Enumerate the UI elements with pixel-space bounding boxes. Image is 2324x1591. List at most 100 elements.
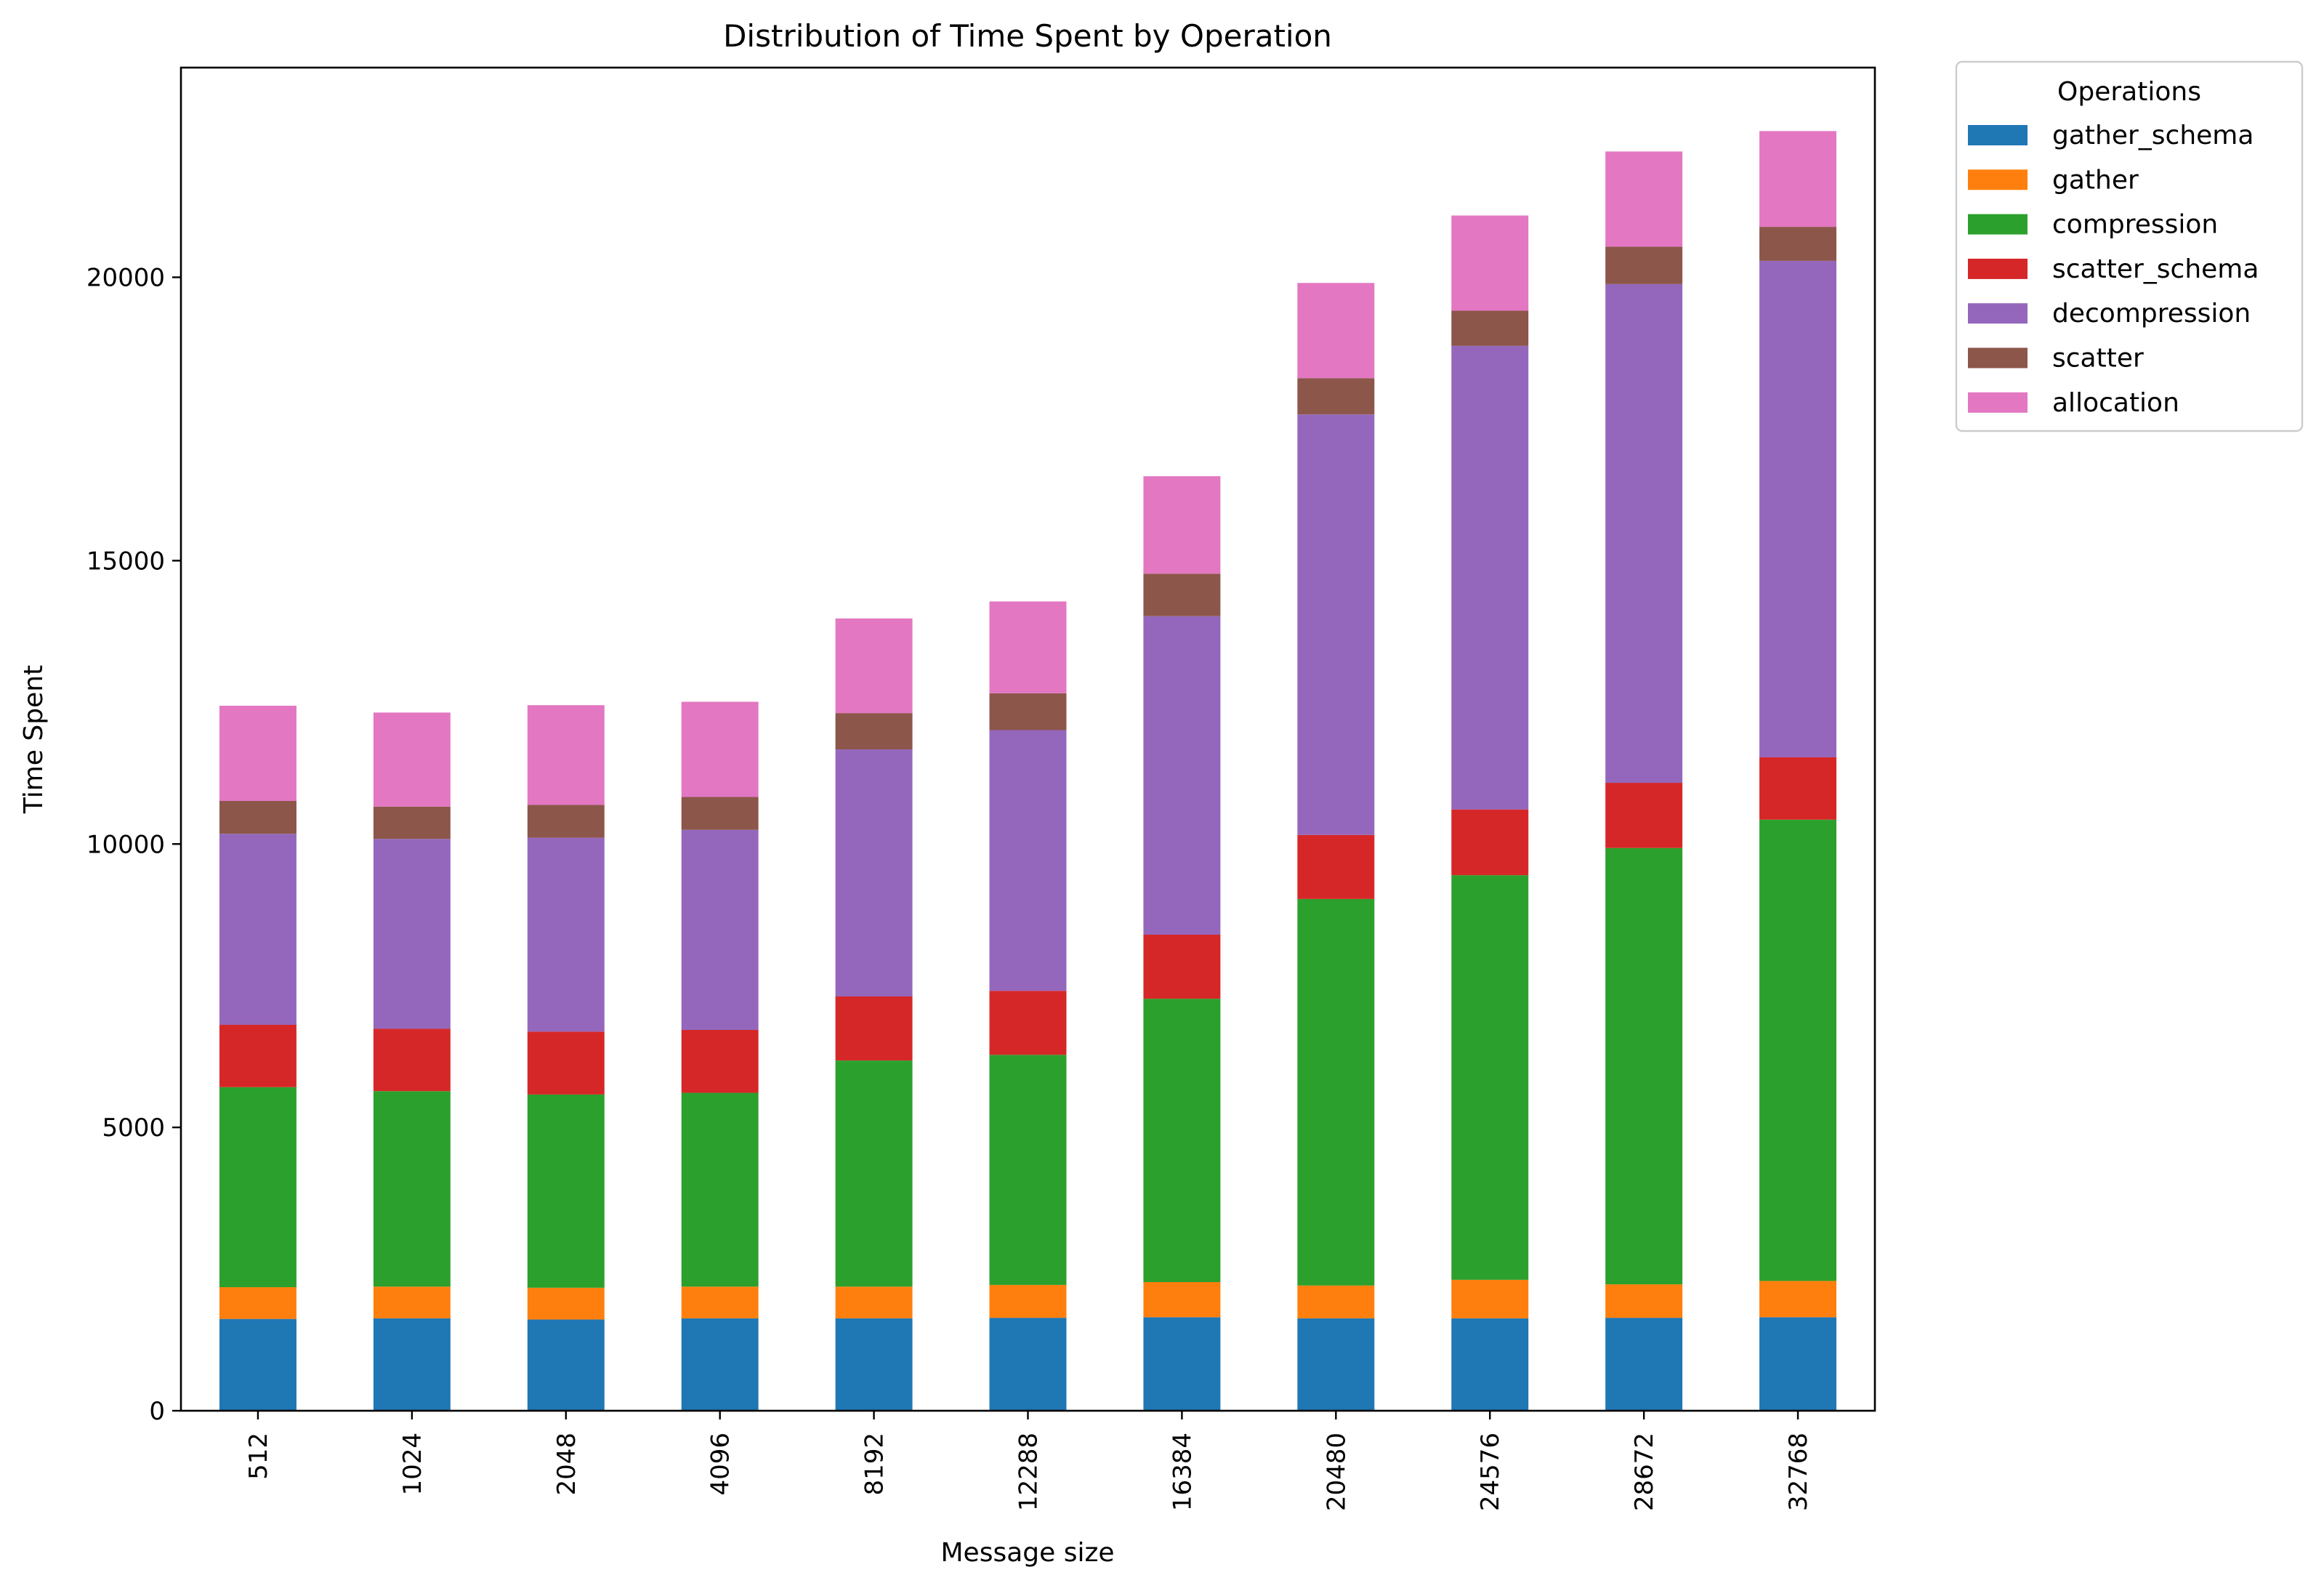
y-axis: 0 5000 10000 15000 20000 bbox=[86, 264, 181, 1426]
bar-segment-scatter-8192 bbox=[835, 713, 913, 750]
bar-segment-gather_schema-16384 bbox=[1143, 1317, 1221, 1411]
bar-segment-scatter_schema-512 bbox=[219, 1024, 296, 1087]
legend-frame bbox=[1955, 60, 2304, 432]
y-tick-label: 15000 bbox=[86, 547, 165, 576]
y-tick-label: 20000 bbox=[86, 264, 165, 293]
bar-segment-compression-32768 bbox=[1759, 819, 1837, 1281]
bar-segment-scatter-32768 bbox=[1759, 227, 1837, 261]
legend-swatch-allocation bbox=[1968, 392, 2028, 413]
legend-label-scatter_schema: scatter_schema bbox=[2052, 254, 2259, 284]
bar-segment-decompression-2048 bbox=[527, 837, 605, 1032]
bar-segment-scatter-16384 bbox=[1143, 573, 1221, 616]
bar-segment-scatter_schema-12288 bbox=[989, 991, 1067, 1055]
bar-segment-decompression-12288 bbox=[989, 730, 1067, 991]
legend-swatch-scatter_schema bbox=[1968, 258, 2028, 279]
bar-segment-compression-1024 bbox=[373, 1091, 451, 1287]
bar-segment-allocation-16384 bbox=[1143, 476, 1221, 574]
legend-swatch-decompression bbox=[1968, 303, 2028, 324]
bar-segment-gather-12288 bbox=[989, 1284, 1067, 1318]
legend-title: Operations bbox=[2057, 77, 2201, 107]
bar-segment-allocation-28672 bbox=[1605, 151, 1683, 247]
bar-segment-gather-24576 bbox=[1451, 1279, 1529, 1318]
legend-label-compression: compression bbox=[2052, 210, 2218, 240]
bar-segment-allocation-1024 bbox=[373, 712, 451, 807]
x-tick-label: 8192 bbox=[860, 1433, 889, 1496]
bar-segment-scatter-24576 bbox=[1451, 310, 1529, 346]
bars-group bbox=[219, 131, 1837, 1411]
x-axis-label: Message size bbox=[940, 1538, 1114, 1568]
bar-segment-gather_schema-4096 bbox=[681, 1318, 759, 1411]
x-tick-label: 512 bbox=[244, 1433, 273, 1480]
bar-segment-gather_schema-12288 bbox=[989, 1318, 1067, 1411]
bar-segment-compression-512 bbox=[219, 1087, 296, 1288]
x-tick-label: 16384 bbox=[1168, 1433, 1197, 1511]
bar-segment-scatter-20480 bbox=[1297, 378, 1375, 415]
bar-segment-scatter-12288 bbox=[989, 693, 1067, 730]
bar-segment-compression-8192 bbox=[835, 1060, 913, 1287]
bar-segment-gather-2048 bbox=[527, 1287, 605, 1320]
bar-segment-scatter_schema-8192 bbox=[835, 996, 913, 1061]
bar-segment-allocation-24576 bbox=[1451, 215, 1529, 311]
bar-segment-allocation-4096 bbox=[681, 701, 759, 797]
bar-segment-decompression-28672 bbox=[1605, 283, 1683, 784]
legend-label-gather_schema: gather_schema bbox=[2052, 121, 2254, 150]
x-tick-label: 24576 bbox=[1476, 1433, 1505, 1511]
bar-segment-compression-20480 bbox=[1297, 898, 1375, 1286]
bar-segment-allocation-32768 bbox=[1759, 131, 1837, 227]
bar-segment-gather_schema-1024 bbox=[373, 1318, 451, 1411]
bar-segment-decompression-24576 bbox=[1451, 345, 1529, 810]
bar-segment-scatter_schema-1024 bbox=[373, 1028, 451, 1092]
bar-segment-allocation-12288 bbox=[989, 601, 1067, 693]
bar-segment-gather-8192 bbox=[835, 1286, 913, 1318]
bar-segment-scatter-28672 bbox=[1605, 246, 1683, 284]
bar-segment-scatter_schema-32768 bbox=[1759, 757, 1837, 820]
bar-segment-gather_schema-28672 bbox=[1605, 1318, 1683, 1411]
bar-segment-allocation-2048 bbox=[527, 705, 605, 805]
y-tick-label: 5000 bbox=[102, 1113, 165, 1143]
legend-label-decompression: decompression bbox=[2052, 299, 2251, 329]
bar-segment-compression-12288 bbox=[989, 1055, 1067, 1285]
chart-title: Distribution of Time Spent by Operation bbox=[723, 18, 1332, 54]
bar-segment-allocation-20480 bbox=[1297, 283, 1375, 379]
bar-segment-decompression-20480 bbox=[1297, 414, 1375, 835]
bar-segment-compression-2048 bbox=[527, 1094, 605, 1288]
x-tick-label: 32768 bbox=[1784, 1433, 1813, 1511]
bar-segment-scatter_schema-24576 bbox=[1451, 809, 1529, 876]
bar-segment-scatter-1024 bbox=[373, 806, 451, 839]
bar-segment-gather_schema-32768 bbox=[1759, 1317, 1837, 1411]
x-tick-label: 2048 bbox=[552, 1433, 581, 1496]
bar-segment-scatter_schema-4096 bbox=[681, 1030, 759, 1093]
bar-segment-decompression-4096 bbox=[681, 829, 759, 1031]
bar-segment-compression-24576 bbox=[1451, 875, 1529, 1280]
legend-label-allocation: allocation bbox=[2052, 388, 2179, 418]
bar-segment-decompression-512 bbox=[219, 834, 296, 1025]
bar-segment-compression-28672 bbox=[1605, 847, 1683, 1285]
x-tick-label: 12288 bbox=[1014, 1433, 1044, 1511]
legend-label-gather: gather bbox=[2052, 165, 2139, 195]
bar-segment-decompression-8192 bbox=[835, 749, 913, 997]
y-tick-label: 0 bbox=[149, 1397, 165, 1426]
bar-segment-gather-512 bbox=[219, 1287, 296, 1319]
legend-swatch-gather bbox=[1968, 169, 2028, 190]
y-tick-label: 10000 bbox=[86, 830, 165, 859]
bar-segment-scatter_schema-20480 bbox=[1297, 834, 1375, 899]
legend-swatch-gather_schema bbox=[1968, 125, 2028, 145]
bar-segment-gather-1024 bbox=[373, 1286, 451, 1318]
bar-segment-allocation-512 bbox=[219, 705, 296, 801]
x-tick-label: 1024 bbox=[398, 1433, 427, 1496]
bar-segment-gather_schema-20480 bbox=[1297, 1318, 1375, 1411]
bar-segment-gather_schema-2048 bbox=[527, 1319, 605, 1411]
bar-segment-allocation-8192 bbox=[835, 618, 913, 714]
bar-segment-scatter-2048 bbox=[527, 805, 605, 838]
bar-segment-compression-16384 bbox=[1143, 999, 1221, 1282]
bar-segment-gather-20480 bbox=[1297, 1285, 1375, 1318]
bar-segment-gather_schema-8192 bbox=[835, 1318, 913, 1411]
legend-swatch-compression bbox=[1968, 214, 2028, 235]
legend-label-scatter: scatter bbox=[2052, 344, 2144, 374]
x-tick-label: 4096 bbox=[706, 1433, 735, 1496]
x-axis: 512 1024 2048 4096 8192 12288 16384 20480 24576 2… bbox=[244, 1411, 1813, 1511]
x-tick-label: 28672 bbox=[1630, 1433, 1659, 1511]
bar-segment-scatter_schema-16384 bbox=[1143, 935, 1221, 999]
